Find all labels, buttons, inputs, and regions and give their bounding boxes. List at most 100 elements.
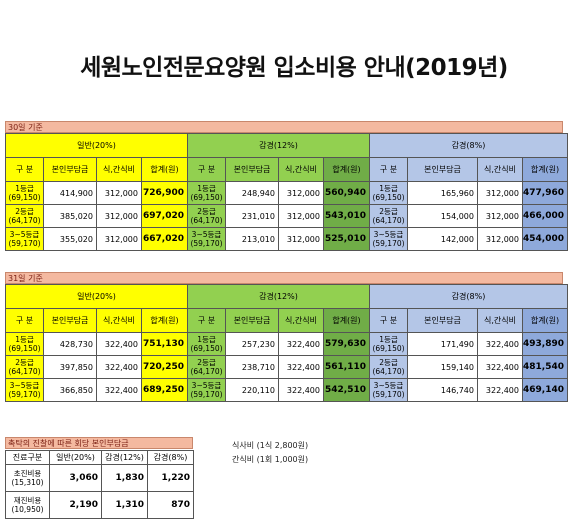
col-self: 본인부담금 (225, 157, 279, 182)
header-reduced12: 감경(12%) (187, 284, 370, 309)
value-cell: 322,400 (96, 332, 142, 356)
total-cell: 697,020 (141, 204, 188, 228)
total-cell: 726,900 (141, 181, 188, 205)
table-row: 3~5등급 (59,170) 355,020 312,000 667,020 3~… (5, 227, 568, 251)
value-cell: 385,020 (43, 204, 97, 228)
grade-cell: 2등급 (64,170) (187, 355, 226, 379)
value-cell: 322,400 (278, 332, 324, 356)
col-general: 일반(20%) (49, 450, 102, 465)
table-row: 초진비용 (15,310) 3,060 1,830 1,220 (5, 464, 194, 492)
col-grade: 구 분 (5, 308, 44, 333)
grade-cell: 2등급 (64,170) (369, 204, 408, 228)
value-cell: 2,190 (49, 491, 102, 519)
header-general: 일반(20%) (5, 133, 188, 158)
value-cell: 1,310 (101, 491, 148, 519)
value-cell: 312,000 (278, 227, 324, 251)
table-row: 2등급 (64,170) 397,850 322,400 720,250 2등급(… (5, 355, 568, 379)
col-grade: 구 분 (369, 157, 408, 182)
col-self: 본인부담금 (43, 157, 97, 182)
grade-cell: 3~5등급 (59,170) (187, 227, 226, 251)
col-self: 본인부담금 (225, 308, 279, 333)
doctor-fee-label: 촉탁의 진찰에 따른 회당 본인부담금 (5, 437, 193, 449)
section-label-31days: 31일 기준 (5, 272, 563, 284)
col-self: 본인부담금 (407, 157, 478, 182)
value-cell: 312,000 (477, 227, 523, 251)
value-cell: 322,400 (278, 355, 324, 379)
value-cell: 312,000 (96, 204, 142, 228)
col-meal: 식,간식비 (278, 308, 324, 333)
col-total: 합계(원) (522, 157, 568, 182)
meal-note: 식사비 (1식 2,800원) (232, 441, 309, 450)
value-cell: 1,220 (147, 464, 194, 492)
page-title: 세원노인전문요양원 입소비용 안내(2019년) (80, 55, 508, 81)
value-cell: 322,400 (278, 378, 324, 402)
total-cell: 477,960 (522, 181, 568, 205)
value-cell: 322,400 (477, 355, 523, 379)
visit-type-cell: 재진비용 (10,950) (5, 491, 50, 519)
total-cell: 469,140 (522, 378, 568, 402)
col-meal: 식,간식비 (96, 308, 142, 333)
value-cell: 355,020 (43, 227, 97, 251)
total-cell: 689,250 (141, 378, 188, 402)
value-cell: 238,710 (225, 355, 279, 379)
col-type: 진료구분 (5, 450, 50, 465)
col-total: 합계(원) (323, 308, 370, 333)
value-cell: 322,400 (96, 355, 142, 379)
table-row: 재진비용 (10,950) 2,190 1,310 870 (5, 491, 194, 519)
value-cell: 231,010 (225, 204, 279, 228)
col-total: 합계(원) (141, 157, 188, 182)
total-cell: 561,110 (323, 355, 370, 379)
value-cell: 428,730 (43, 332, 97, 356)
grade-cell: 2등급 (64,170) (5, 204, 44, 228)
value-cell: 220,110 (225, 378, 279, 402)
total-cell: 525,010 (323, 227, 370, 251)
grade-cell: 2등급 (64,170) (5, 355, 44, 379)
col-meal: 식,간식비 (96, 157, 142, 182)
col-self: 본인부담금 (43, 308, 97, 333)
section-label-30days: 30일 기준 (5, 121, 563, 133)
value-cell: 312,000 (477, 181, 523, 205)
table-row: 2등급 (64,170) 385,020 312,000 697,020 2등급(… (5, 204, 568, 228)
total-cell: 560,940 (323, 181, 370, 205)
value-cell: 397,850 (43, 355, 97, 379)
grade-cell: 3~5등급 (59,170) (5, 227, 44, 251)
doctor-fee-table: 진료구분 일반(20%) 감경(12%) 감경(8%) 초진비용 (15,310)… (5, 450, 194, 519)
col-self: 본인부담금 (407, 308, 478, 333)
col-total: 합계(원) (323, 157, 370, 182)
visit-type-cell: 초진비용 (15,310) (5, 464, 50, 492)
value-cell: 312,000 (278, 181, 324, 205)
value-cell: 257,230 (225, 332, 279, 356)
total-cell: 481,540 (522, 355, 568, 379)
value-cell: 312,000 (96, 227, 142, 251)
total-cell: 720,250 (141, 355, 188, 379)
header-reduced8: 감경(8%) (369, 284, 568, 309)
grade-cell: 1등급 (69,150) (5, 181, 44, 205)
value-cell: 213,010 (225, 227, 279, 251)
col-total: 합계(원) (141, 308, 188, 333)
col-meal: 식,간식비 (477, 157, 523, 182)
value-cell: 322,400 (96, 378, 142, 402)
grade-cell: 1등급 (69,150) (187, 332, 226, 356)
col-grade: 구 분 (369, 308, 408, 333)
total-cell: 454,000 (522, 227, 568, 251)
grade-cell: 3~5등급 (59,170) (369, 378, 408, 402)
total-cell: 579,630 (323, 332, 370, 356)
grade-cell: 1등급 (69,150) (369, 181, 408, 205)
grade-cell: 3~5등급 (59,170) (187, 378, 226, 402)
value-cell: 414,900 (43, 181, 97, 205)
cost-table-30days: 일반(20%) 감경(12%) 감경(8%) 구 분 본인부담금 식,간식비 합… (5, 133, 568, 251)
total-cell: 542,510 (323, 378, 370, 402)
grade-cell: 1등급 (69,150) (5, 332, 44, 356)
col-total: 합계(원) (522, 308, 568, 333)
value-cell: 248,940 (225, 181, 279, 205)
grade-cell: 3~5등급 (59,170) (369, 227, 408, 251)
value-cell: 159,140 (407, 355, 478, 379)
value-cell: 171,490 (407, 332, 478, 356)
grade-cell: 1등급 (69,150) (187, 181, 226, 205)
value-cell: 870 (147, 491, 194, 519)
table-row: 1등급 (69,150) 414,900 312,000 726,900 1등급(… (5, 181, 568, 205)
snack-note: 간식비 (1회 1,000원) (232, 455, 309, 464)
value-cell: 322,400 (477, 378, 523, 402)
grade-cell: 1등급 (69,150) (369, 332, 408, 356)
grade-cell: 3~5등급 (59,170) (5, 378, 44, 402)
